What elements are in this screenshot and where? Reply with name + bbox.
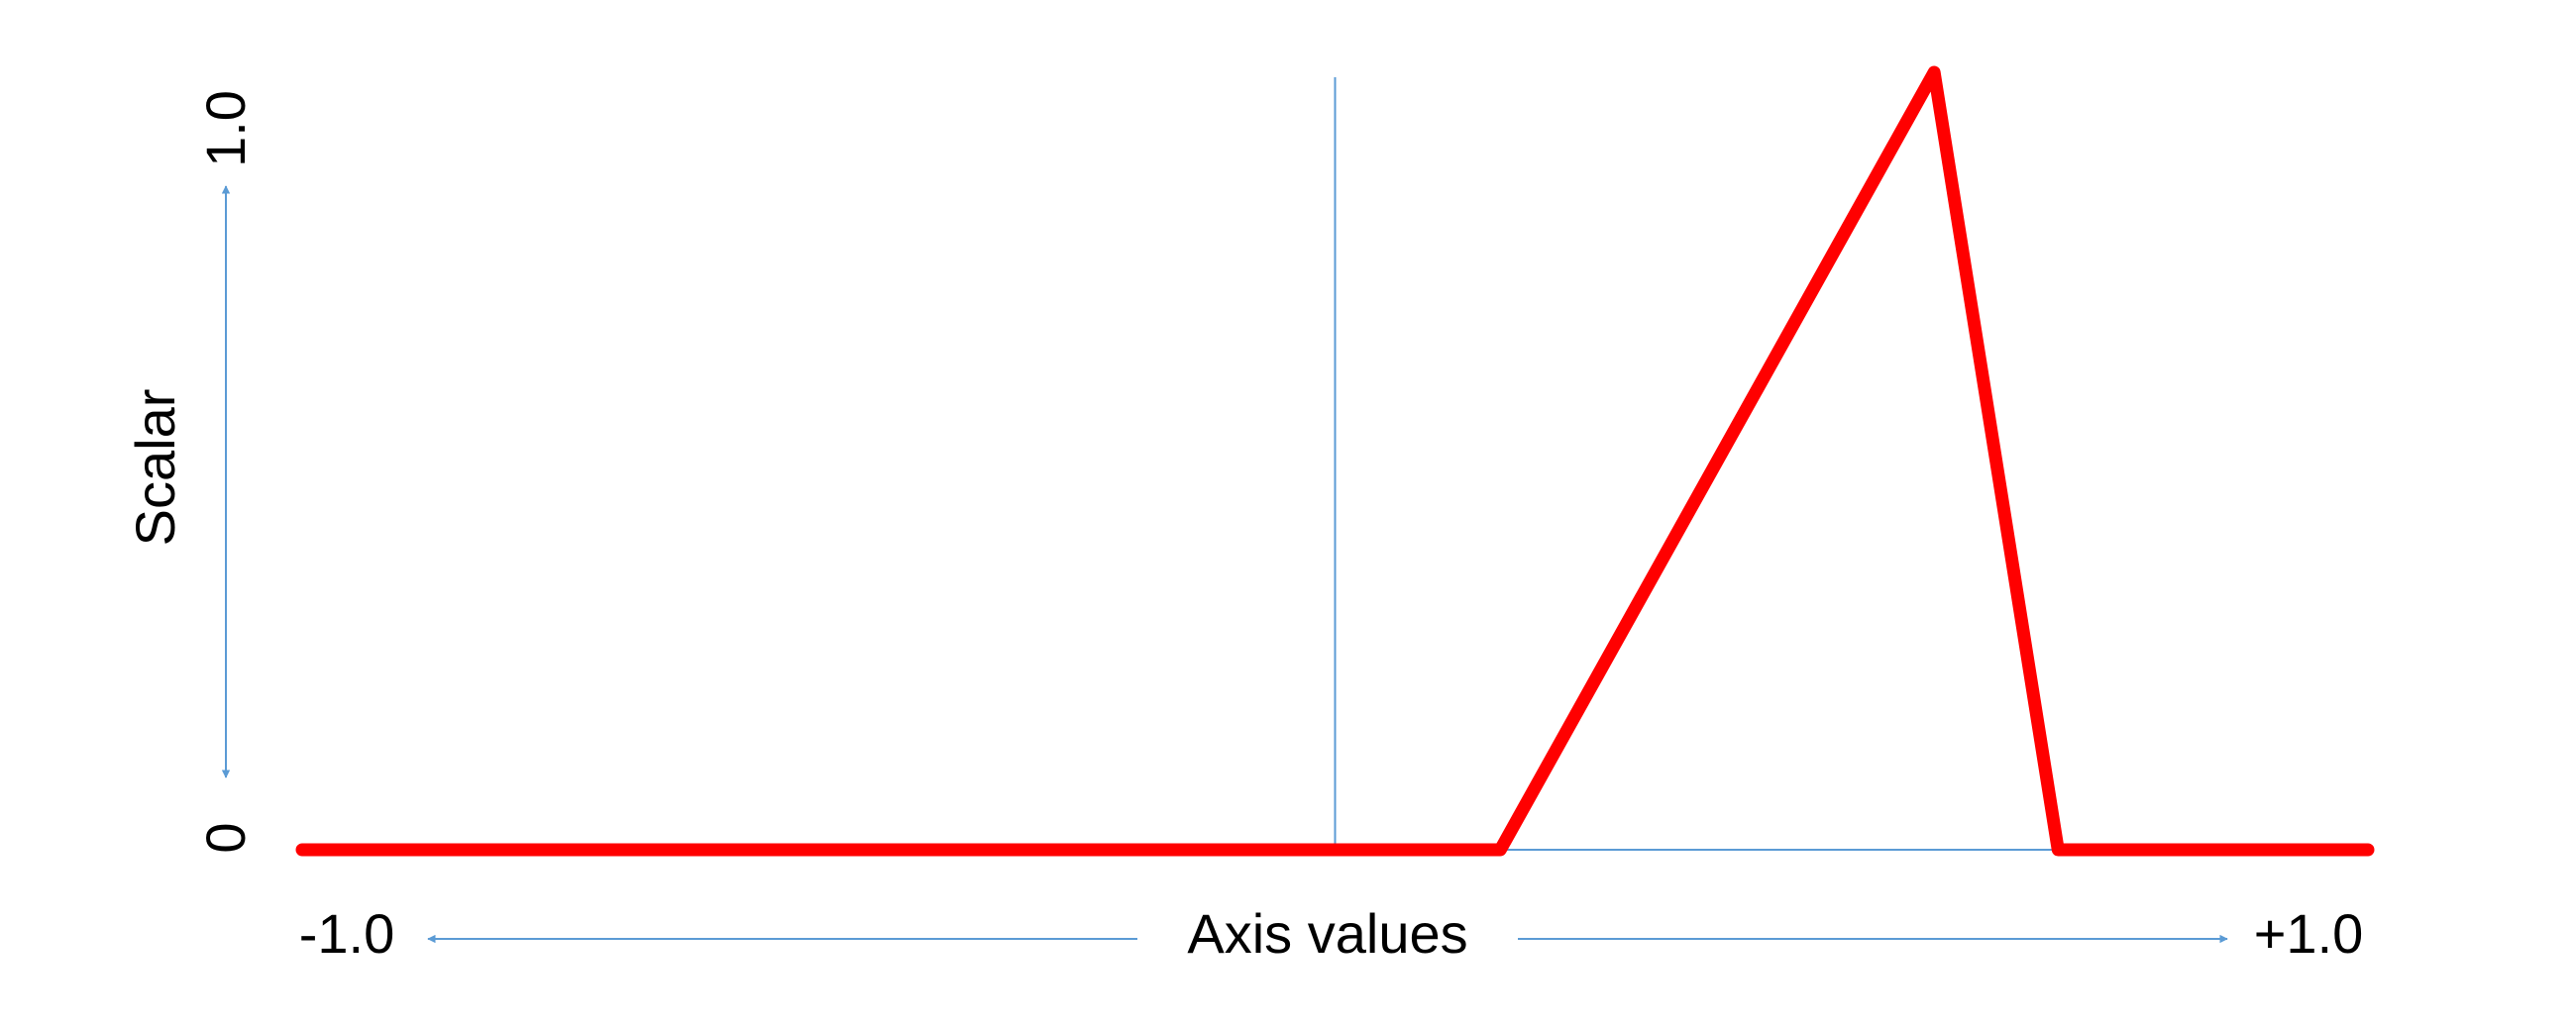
y-max-tick-label: 1.0 xyxy=(194,90,257,167)
y-min-tick-label: 0 xyxy=(194,822,257,853)
x-max-tick-label: +1.0 xyxy=(2254,902,2364,965)
y-axis-title: Scalar xyxy=(124,389,186,547)
x-axis-title: Axis values xyxy=(1187,902,1467,965)
x-min-tick-label: -1.0 xyxy=(299,902,395,965)
